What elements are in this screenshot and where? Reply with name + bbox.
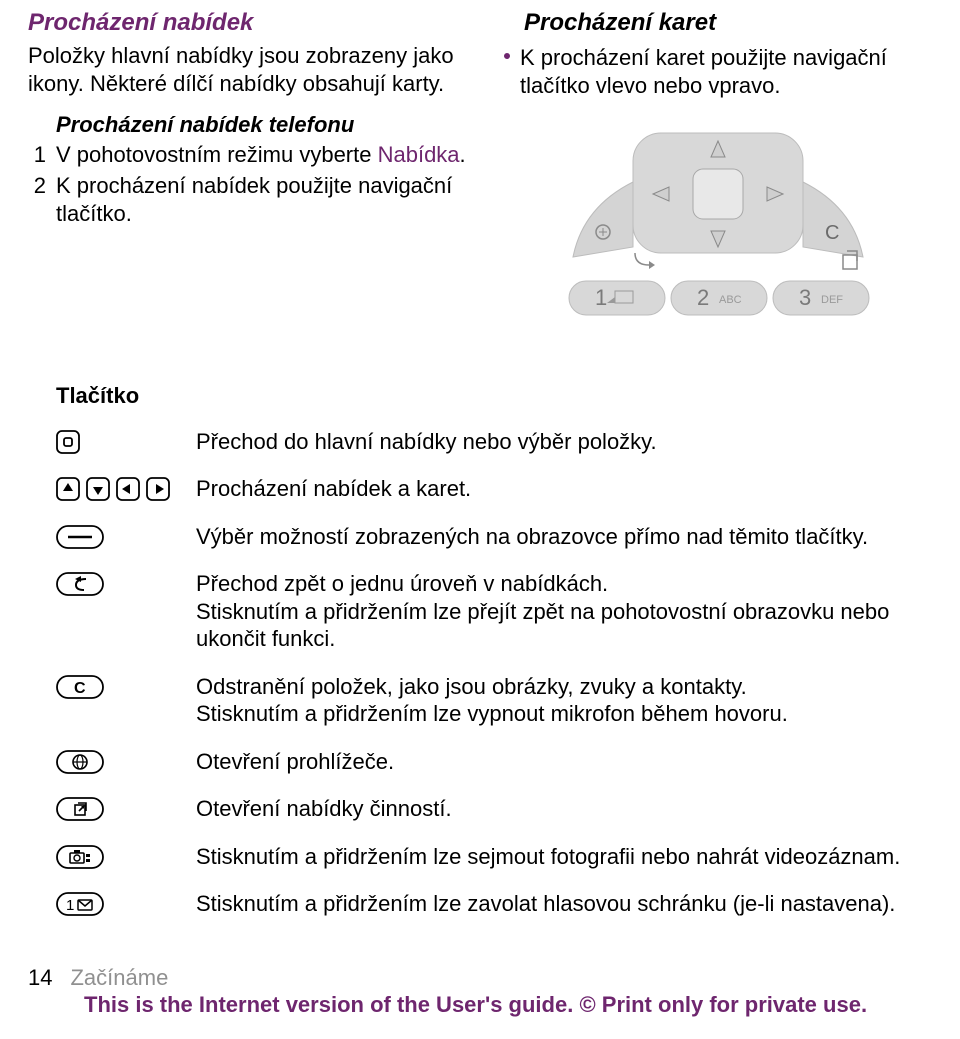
activity-key-icon [56,797,104,821]
button-description: Přechod do hlavní nabídky nebo výběr pol… [196,428,932,456]
svg-text:2: 2 [697,285,709,310]
button-description: Procházení nabídek a karet. [196,475,932,503]
button-description: Přechod zpět o jednu úroveň v nabídkách.… [196,570,932,653]
footer-notice-a: This is the Internet version of the User… [84,992,579,1017]
voicemail-key-icon: 1 [56,892,104,916]
buttons-heading: Tlačítko [56,382,932,410]
sub-title-phone-menus: Procházení nabídek telefonu [56,111,476,139]
footer-section-name: Začínáme [70,964,168,992]
footer-notice-b: © Print only for private use. [579,992,867,1017]
keypad-illustration: C 1 2 ABC 3 DEF [504,127,932,322]
bullet-item: K procházení karet použijte navigační tl… [504,44,932,99]
button-description: Odstranění položek, jako jsou obrázky, z… [196,673,932,728]
table-row: Přechod zpět o jednu úroveň v nabídkách.… [56,570,932,653]
button-description: Otevření nabídky činností. [196,795,932,823]
svg-text:3: 3 [799,285,811,310]
left-column: Procházení nabídek Položky hlavní nabídk… [28,8,476,322]
button-description: Stisknutím a přidržením lze zavolat hlas… [196,890,932,918]
browser-key-icon [56,750,104,774]
button-description: Výběr možností zobrazených na obrazovce … [196,523,932,551]
bullet-dot-icon [504,53,510,59]
table-row: C Odstranění položek, jako jsou obrázky,… [56,673,932,728]
svg-text:1: 1 [595,285,607,310]
camera-key-icon [56,845,104,869]
right-column: Procházení karet K procházení karet použ… [504,8,932,322]
key-1-label: 1 [66,897,74,914]
button-description: Stisknutím a přidržením lze sejmout foto… [196,843,932,871]
section-title-left: Procházení nabídek [28,8,476,38]
table-row: Přechod do hlavní nabídky nebo výběr pol… [56,428,932,456]
nav-left-icon [116,477,140,501]
table-row: Výběr možností zobrazených na obrazovce … [56,523,932,551]
svg-text:ABC: ABC [719,294,742,306]
bullet-text: K procházení karet použijte navigační tl… [520,44,932,99]
svg-text:DEF: DEF [821,294,843,306]
clear-key-icon: C [56,675,104,699]
step-2: 2 K procházení nabídek použijte navigačn… [28,172,476,227]
softkey-icon [56,525,104,549]
button-description: Otevření prohlížeče. [196,748,932,776]
step-number: 2 [28,172,46,227]
table-row: Otevření nabídky činností. [56,795,932,823]
page-footer: 14 Začínáme This is the Internet version… [28,964,932,1019]
table-row: Otevření prohlížeče. [56,748,932,776]
intro-text: Položky hlavní nabídky jsou zobrazeny ja… [28,42,476,97]
back-key-icon [56,572,104,596]
page-number: 14 [28,964,52,992]
table-row: 1 Stisknutím a přidržením lze zavolat hl… [56,890,932,918]
step-text: V pohotovostním režimu vyberte Nabídka. [56,141,466,169]
step-1: 1 V pohotovostním režimu vyberte Nabídka… [28,141,476,169]
step-text: K procházení nabídek použijte navigační … [56,172,476,227]
section-title-right: Procházení karet [504,8,932,38]
step-number: 1 [28,141,46,169]
nav-right-icon [146,477,170,501]
svg-text:C: C [74,680,86,697]
table-row: Stisknutím a přidržením lze sejmout foto… [56,843,932,871]
nav-up-icon [56,477,80,501]
table-row: Procházení nabídek a karet. [56,475,932,503]
button-descriptions: Přechod do hlavní nabídky nebo výběr pol… [56,428,932,918]
center-key-icon [56,430,80,454]
nav-down-icon [86,477,110,501]
c-key-label: C [825,222,839,244]
